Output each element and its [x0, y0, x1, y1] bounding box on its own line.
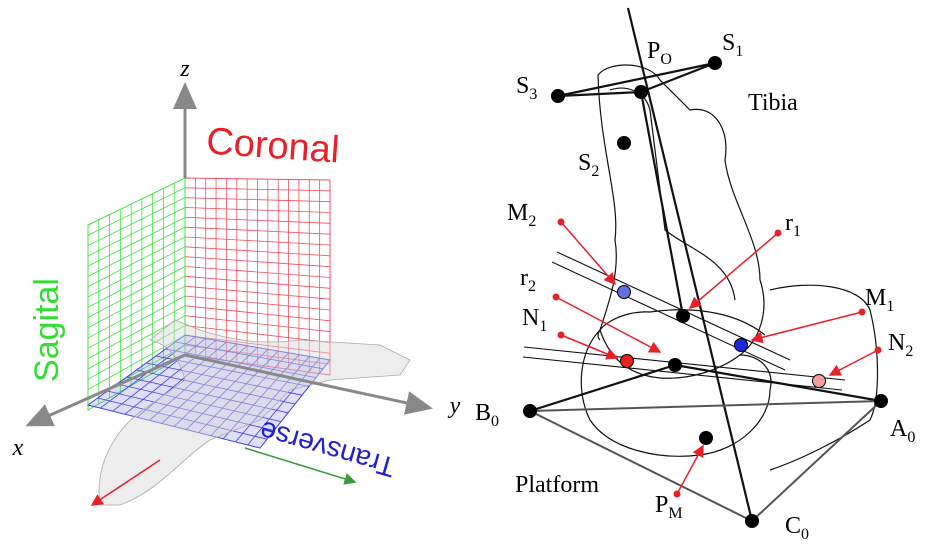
points — [523, 56, 888, 528]
point-label: M1 — [865, 285, 894, 315]
label-sub: 2 — [905, 343, 913, 360]
point-label: r1 — [785, 210, 801, 240]
label-sub: 1 — [886, 298, 894, 315]
plane-label: Coronal — [205, 120, 341, 171]
label-sub: 2 — [528, 278, 536, 295]
grid-line — [88, 247, 185, 297]
label-base: M — [507, 200, 528, 226]
bone-label: Tibia — [748, 90, 798, 116]
label-sub: 3 — [529, 86, 537, 103]
label-base: B — [475, 400, 491, 426]
point-label: r2 — [520, 265, 536, 295]
label-base: P — [655, 492, 668, 518]
label-sub: 1 — [539, 318, 547, 335]
foot-shape — [99, 320, 410, 505]
axis-label: y — [448, 393, 461, 419]
point-label: M2 — [507, 200, 536, 230]
point-label: N2 — [888, 330, 913, 360]
grid-line — [88, 267, 185, 318]
platform-label: Platform — [515, 472, 599, 498]
pointer-dots — [553, 219, 882, 498]
point-label: S1 — [722, 30, 743, 60]
point-label: S3 — [516, 73, 537, 103]
grid-line — [88, 217, 185, 266]
label-base: N — [888, 330, 905, 356]
label-base: N — [522, 305, 539, 331]
label-base: r — [520, 265, 528, 291]
label-base: P — [647, 38, 660, 64]
grid-line — [88, 276, 185, 327]
grid-line — [88, 188, 185, 235]
grid-line — [88, 257, 185, 308]
axis-label: z — [179, 56, 190, 82]
label-sub: 0 — [491, 413, 499, 430]
label-sub: 2 — [528, 213, 536, 230]
plane-label: Sagital — [28, 278, 66, 382]
grid-line — [88, 227, 185, 276]
figure: z y x Coronal Sagital Transverse Tibia P… — [0, 0, 926, 549]
grid-line — [88, 208, 185, 256]
label-sub: 2 — [591, 163, 599, 180]
label-sub: 1 — [793, 223, 801, 240]
label-base: r — [785, 210, 793, 236]
label-base: M — [865, 285, 886, 311]
label-sub: 1 — [735, 43, 743, 60]
point-label: C0 — [785, 513, 809, 543]
label-sub: 0 — [907, 429, 915, 446]
pointer-arrows — [556, 222, 878, 494]
label-sub: M — [668, 505, 682, 522]
point-label: N1 — [522, 305, 547, 335]
axis-label: x — [12, 435, 24, 461]
point-label: S2 — [578, 150, 599, 180]
platform-triangle — [530, 401, 881, 521]
point-label: PO — [647, 38, 672, 68]
label-base: S — [516, 73, 529, 99]
point-label: A0 — [890, 416, 915, 446]
label-base: S — [578, 150, 591, 176]
label-base: A — [890, 416, 908, 442]
grid-line — [88, 198, 185, 246]
label-sub: 0 — [801, 526, 809, 543]
point-label: B0 — [475, 400, 499, 430]
label-sub: O — [660, 51, 672, 68]
label-base: C — [785, 513, 801, 539]
grid-line — [88, 237, 185, 287]
label-base: S — [722, 30, 735, 56]
